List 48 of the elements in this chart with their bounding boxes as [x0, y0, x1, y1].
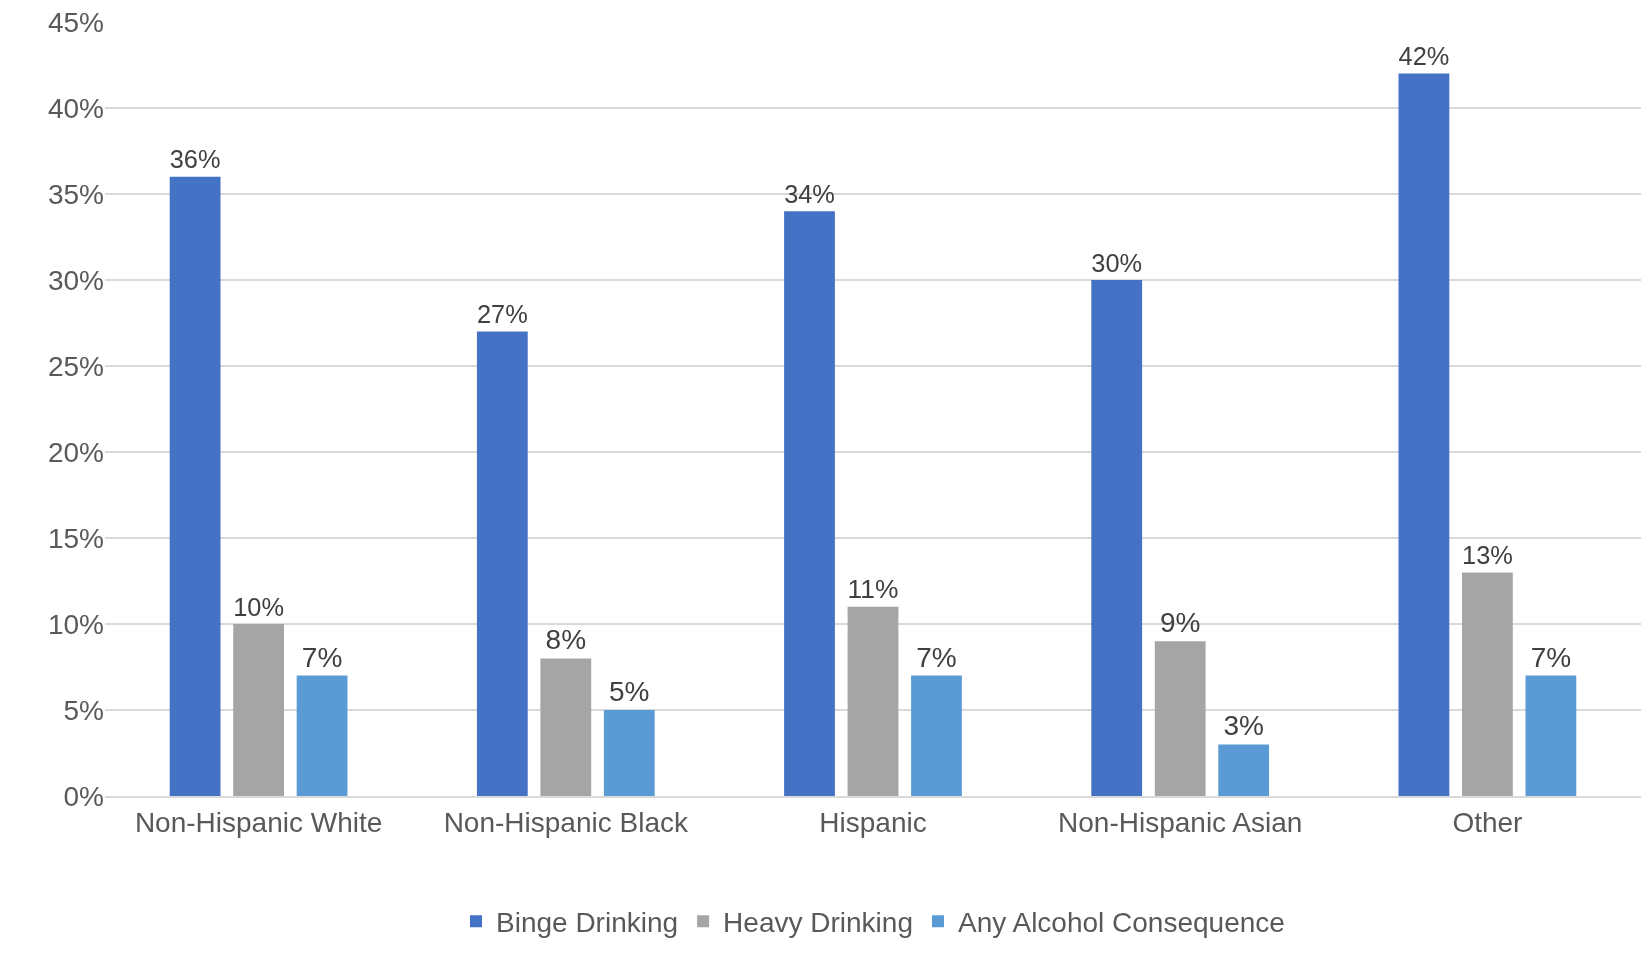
bar [169, 176, 221, 796]
x-tick-label: Non-Hispanic White [134, 806, 383, 838]
data-label: 7% [916, 641, 957, 673]
data-label: 13% [1462, 540, 1513, 569]
y-tick-label: 40% [47, 92, 104, 124]
data-label: 34% [784, 179, 835, 208]
bar [1462, 572, 1513, 796]
bar [911, 675, 962, 796]
legend-label: Any Alcohol Consequence [957, 907, 1285, 939]
bar [1525, 675, 1577, 796]
y-tick-label: 10% [47, 608, 104, 640]
legend-label: Binge Drinking [496, 907, 679, 939]
data-label: 5% [609, 676, 650, 707]
y-tick-label: 5% [63, 694, 104, 726]
y-tick-label: 20% [47, 436, 104, 468]
bar [476, 331, 528, 796]
x-tick-label: Non-Hispanic Asian [1058, 806, 1303, 838]
y-tick-label: 35% [47, 178, 104, 210]
bar [1154, 641, 1206, 796]
data-label: 8% [545, 624, 587, 656]
data-label: 3% [1223, 710, 1264, 742]
bar [784, 211, 835, 796]
bar [296, 675, 348, 796]
data-label: 11% [847, 574, 899, 605]
x-tick-label: Non-Hispanic Black [443, 806, 689, 838]
x-tick-label: Other [1452, 806, 1523, 838]
data-label: 7% [1530, 641, 1572, 673]
legend-label: Heavy Drinking [723, 907, 913, 939]
bar [603, 710, 655, 796]
data-label: 9% [1159, 607, 1201, 639]
bar [1218, 744, 1270, 796]
data-label: 10% [233, 592, 284, 621]
y-tick-label: 45% [47, 6, 104, 38]
y-tick-label: 15% [47, 522, 104, 554]
data-label: 30% [1091, 248, 1143, 277]
y-tick-label: 0% [63, 780, 104, 812]
data-label: 27% [476, 300, 528, 329]
bar [1398, 73, 1450, 796]
data-label: 42% [1398, 42, 1450, 71]
data-label: 7% [301, 641, 343, 673]
bar [1091, 280, 1143, 796]
bar [233, 624, 284, 796]
bar [540, 658, 592, 796]
x-tick-label: Hispanic [819, 806, 927, 838]
data-label: 36% [169, 145, 221, 174]
y-tick-label: 30% [47, 264, 104, 296]
bar [847, 606, 899, 796]
y-tick-label: 25% [47, 350, 104, 382]
